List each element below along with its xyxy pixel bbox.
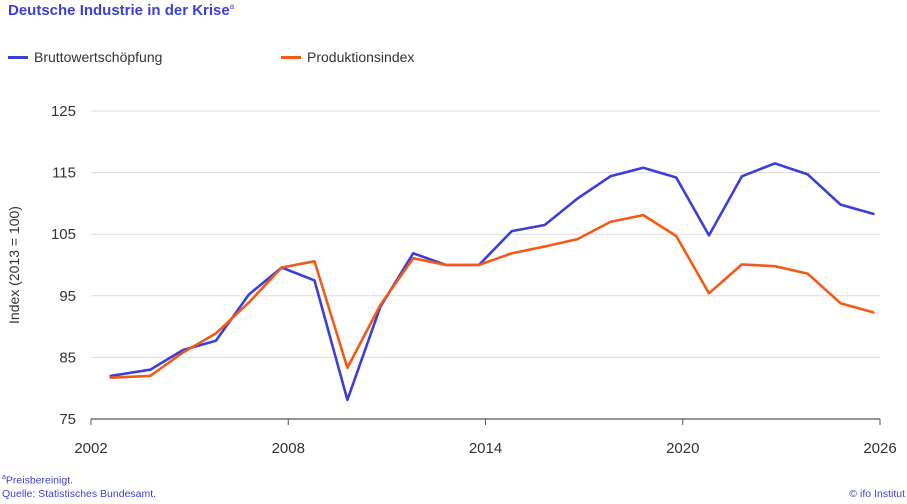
series-line-bruttowertschoepfung bbox=[109, 162, 875, 402]
source-note: Quelle: Statistisches Bundesamt. bbox=[2, 488, 157, 500]
x-tick-label: 2014 bbox=[469, 440, 502, 457]
legend-item-bruttowertschoepfung[interactable]: Bruttowertschöpfung bbox=[8, 49, 162, 65]
y-tick-label: 115 bbox=[52, 165, 76, 182]
series-line-produktionsindex bbox=[109, 213, 875, 380]
footnote: aPreisbereinigt. bbox=[2, 474, 73, 487]
footnote-marker: a bbox=[2, 474, 6, 481]
x-tick-label: 2020 bbox=[666, 440, 699, 457]
chart-title: Deutsche Industrie in der Krisea bbox=[8, 2, 234, 19]
y-axis-title: Index (2013 = 100) bbox=[6, 206, 22, 324]
legend-label-bruttowertschoepfung: Bruttowertschöpfung bbox=[34, 49, 163, 65]
y-tick-label: 75 bbox=[59, 411, 76, 428]
legend-item-produktionsindex[interactable]: Produktionsindex bbox=[281, 49, 414, 65]
y-tick-label: 85 bbox=[59, 349, 76, 366]
credit-note: © ifo Institut bbox=[849, 488, 905, 500]
title-footnote-marker: a bbox=[229, 2, 235, 11]
y-tick-label: 105 bbox=[51, 226, 76, 243]
footnote-text: Preisbereinigt. bbox=[5, 474, 74, 487]
x-tick-label: 2002 bbox=[74, 440, 107, 457]
y-tick-label: 125 bbox=[51, 103, 76, 120]
legend-label-produktionsindex: Produktionsindex bbox=[307, 49, 415, 65]
chart-title-text: Deutsche Industrie in der Krise bbox=[8, 2, 230, 19]
x-tick-label: 2026 bbox=[863, 440, 896, 457]
legend-swatch-orange bbox=[281, 55, 301, 59]
x-tick-label: 2008 bbox=[272, 440, 305, 457]
legend-swatch-blue bbox=[8, 55, 28, 59]
y-tick-label: 95 bbox=[59, 288, 76, 305]
